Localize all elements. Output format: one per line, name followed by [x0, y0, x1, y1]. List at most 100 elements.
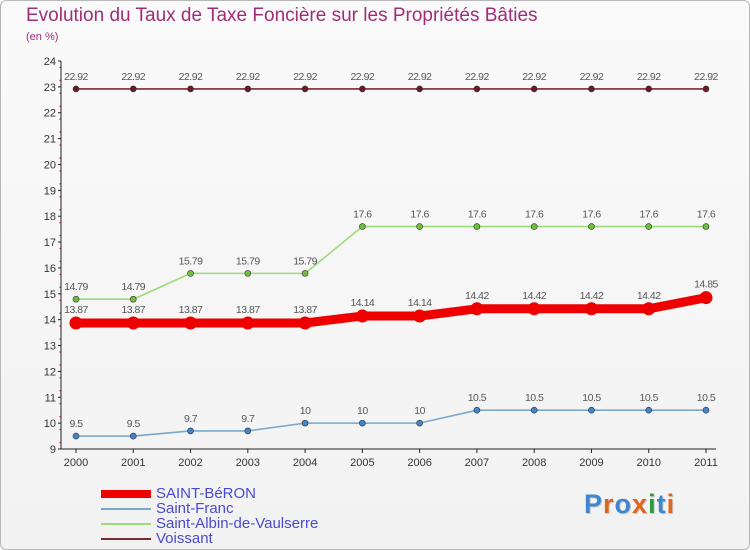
data-point — [241, 316, 255, 330]
data-point — [588, 85, 595, 93]
y-minor-tick — [59, 351, 61, 353]
y-tick-label: 19 — [44, 185, 56, 197]
y-minor-tick — [59, 364, 61, 366]
data-point — [244, 85, 252, 93]
data-point — [588, 223, 595, 230]
data-label: 22.92 — [522, 71, 546, 83]
data-point — [530, 223, 538, 230]
data-point — [129, 295, 137, 303]
data-label: 14.42 — [580, 290, 604, 302]
y-minor-tick — [59, 105, 61, 107]
y-tick-label: 10 — [44, 418, 56, 430]
series-line — [75, 225, 707, 301]
data-point — [244, 427, 252, 435]
x-tick-label: 2003 — [236, 457, 260, 469]
data-label: 9.7 — [241, 413, 255, 425]
data-point — [301, 270, 309, 277]
data-point — [530, 85, 538, 93]
data-label: 10.5 — [582, 392, 601, 404]
y-tick-label: 24 — [44, 56, 56, 68]
series-lines — [71, 88, 711, 437]
y-minor-tick — [59, 260, 61, 263]
y-minor-tick — [59, 390, 61, 392]
data-labels: 22.92 22.92 22.92 22.92 22.92 22.92 22.92 22.92… — [64, 71, 719, 430]
logo-letter: x — [632, 489, 649, 519]
data-label: 17.6 — [410, 209, 429, 221]
data-point — [642, 302, 656, 316]
data-label: 14.79 — [64, 281, 88, 293]
data-label: 15.79 — [293, 255, 317, 267]
data-label: 22.92 — [408, 71, 432, 83]
y-minor-tick — [59, 234, 61, 237]
y-minor-tick — [59, 247, 61, 250]
data-label: 22.92 — [236, 71, 260, 83]
logo-letter: i — [666, 489, 676, 519]
data-label: 9.7 — [184, 413, 198, 425]
legend-swatch — [101, 507, 151, 510]
data-point — [588, 406, 595, 414]
logo-letter: P — [584, 489, 604, 519]
y-minor-tick — [59, 403, 61, 405]
data-point — [298, 316, 312, 330]
data-label: 17.6 — [582, 209, 601, 221]
proxiti-logo: Proxiti — [584, 489, 675, 520]
data-label: 13.87 — [64, 304, 88, 316]
data-label: 9.5 — [69, 418, 83, 430]
data-label: 22.92 — [465, 71, 489, 83]
data-label: 10.5 — [640, 392, 659, 404]
data-label: 13.87 — [236, 304, 260, 316]
data-point — [473, 85, 481, 93]
legend-item: SAINT-BéRON — [101, 486, 318, 501]
data-point — [244, 270, 252, 277]
data-label: 15.79 — [236, 255, 260, 267]
data-point — [359, 223, 366, 230]
data-label: 22.92 — [64, 71, 88, 83]
series-line — [75, 409, 707, 437]
data-point — [301, 85, 309, 93]
y-minor-tick — [59, 286, 61, 289]
data-point — [584, 302, 598, 316]
data-point — [702, 85, 710, 93]
data-label: 22.92 — [179, 71, 203, 83]
data-point — [72, 432, 80, 440]
data-label: 17.6 — [640, 209, 659, 221]
legend-swatch — [101, 489, 151, 498]
data-point — [184, 316, 198, 330]
legend-item: Voissant — [101, 531, 318, 546]
x-tick-label: 2002 — [178, 457, 202, 469]
data-label: 14.14 — [350, 297, 374, 309]
data-point — [645, 406, 653, 414]
y-tick-label: 9 — [50, 444, 56, 456]
y-tick-label: 23 — [44, 82, 56, 94]
y-tick-label: 15 — [44, 289, 56, 301]
data-label: 22.92 — [637, 71, 661, 83]
legend-item: Saint-Franc — [101, 501, 318, 516]
y-tick-label: 12 — [44, 366, 56, 378]
data-point — [129, 85, 137, 93]
data-label: 22.92 — [580, 71, 604, 83]
y-minor-tick — [59, 131, 61, 133]
x-tick-label: 2001 — [121, 457, 145, 469]
data-label: 15.79 — [179, 255, 203, 267]
y-tick-label: 18 — [44, 211, 56, 223]
data-label: 10 — [300, 405, 311, 417]
legend-label: Voissant — [156, 530, 213, 547]
y-minor-tick — [59, 428, 61, 431]
y-tick-label: 13 — [44, 341, 56, 353]
x-tick-label: 2008 — [522, 457, 546, 469]
legend: SAINT-BéRON Saint-Franc Saint-Albin-de-Vau… — [101, 486, 318, 546]
data-point — [473, 223, 481, 230]
data-point — [527, 302, 541, 316]
data-label: 14.14 — [408, 297, 432, 309]
logo-letter: r — [603, 489, 615, 519]
y-minor-tick — [59, 170, 61, 172]
data-point — [129, 432, 137, 440]
logo-letter: t — [656, 489, 667, 519]
data-label: 13.87 — [121, 304, 145, 316]
y-minor-tick — [59, 221, 61, 224]
data-point — [301, 419, 309, 427]
data-point — [69, 316, 83, 330]
data-label: 22.92 — [694, 71, 718, 83]
data-point — [416, 85, 423, 93]
